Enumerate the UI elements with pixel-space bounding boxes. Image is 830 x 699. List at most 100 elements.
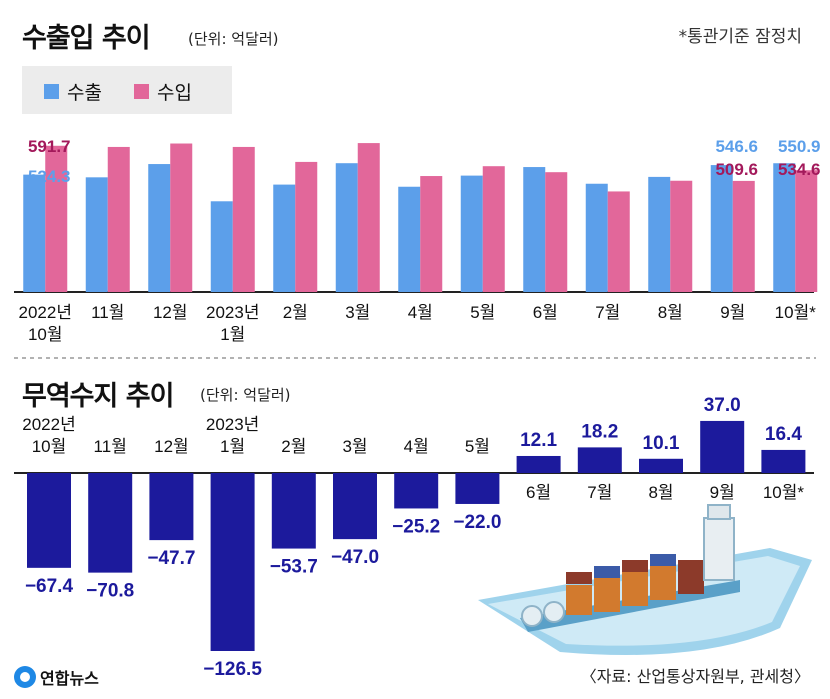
x-tick-label: 2월: [283, 303, 308, 322]
chart-title: 수출입 추이: [22, 23, 151, 54]
bar-import: [170, 143, 193, 292]
legend-swatch-export: [44, 84, 59, 99]
x-tick-label: 4월: [404, 437, 429, 456]
trade-balance-unit: (단위: 억달러): [200, 386, 291, 404]
bar-export: [398, 186, 421, 292]
x-tick-label: 10월: [28, 325, 63, 344]
legend: 수출 수입: [22, 66, 232, 114]
balance-data-label: 37.0: [704, 395, 741, 416]
yonhap-logo: 연합뉴스: [14, 665, 99, 689]
balance-bar: [210, 473, 255, 651]
legend-label-export: 수출: [67, 82, 102, 104]
legend-item-export: 수출: [44, 78, 102, 105]
x-tick-label: 9월: [710, 483, 735, 502]
source-label: 〈자료: 산업통상자원부, 관세청〉: [580, 667, 810, 686]
balance-bar: [577, 447, 622, 473]
x-tick-label: 7월: [587, 483, 612, 502]
balance-bar: [333, 473, 377, 540]
bar-export: [523, 167, 546, 292]
x-tick-label: 10월: [32, 437, 67, 456]
x-tick-label: 6월: [526, 483, 551, 502]
balance-bar: [88, 473, 133, 573]
legend-label-import: 수입: [157, 82, 192, 104]
bar-import: [607, 191, 630, 292]
bar-import: [732, 180, 755, 292]
data-label-export: 524.3: [28, 167, 71, 186]
bar-import: [420, 176, 443, 292]
x-tick-label: 3월: [345, 303, 370, 322]
bar-import: [232, 146, 255, 292]
x-tick-label: 10월*: [775, 303, 817, 322]
balance-bar: [455, 473, 500, 504]
bar-export: [335, 163, 358, 292]
x-tick-label: 12월: [153, 303, 188, 322]
bar-import: [45, 145, 68, 292]
bar-import: [107, 146, 130, 292]
bar-export: [710, 165, 733, 292]
balance-bar: [516, 455, 561, 473]
balance-bar: [394, 473, 439, 509]
container-ship-illustration: [478, 504, 812, 655]
x-tick-label: 3월: [342, 437, 367, 456]
bar-export: [148, 164, 171, 292]
balance-data-label: −67.4: [25, 576, 74, 597]
balance-bar: [149, 473, 194, 541]
balance-bar: [700, 420, 745, 473]
legend-swatch-import: [134, 84, 149, 99]
balance-data-label: 16.4: [765, 424, 802, 445]
balance-data-label: −22.0: [453, 512, 501, 533]
balance-bar: [27, 473, 71, 568]
balance-data-label: −70.8: [86, 581, 134, 602]
data-label-export: 546.6: [715, 137, 758, 156]
x-tick-label: 1월: [220, 325, 245, 344]
logo-text: 연합뉴스: [40, 669, 99, 688]
x-tick-label: 8월: [648, 483, 673, 502]
bar-export: [23, 174, 46, 292]
balance-data-label: 18.2: [581, 421, 618, 442]
x-tick-label: 2023년: [206, 415, 259, 434]
x-tick-label: 4월: [408, 303, 433, 322]
x-tick-label: 2023년: [206, 303, 259, 322]
x-tick-label: 11월: [91, 303, 124, 322]
trade-balance-title: 무역수지 추이: [22, 381, 174, 412]
bar-import: [795, 170, 818, 292]
balance-data-label: 10.1: [643, 433, 680, 454]
unit-label: (단위: 억달러): [188, 30, 279, 48]
bar-export: [648, 176, 671, 292]
bar-export: [273, 184, 296, 292]
legend-item-import: 수입: [134, 78, 192, 105]
x-tick-label: 9월: [720, 303, 745, 322]
bar-export: [460, 175, 483, 292]
x-tick-label: 5월: [470, 303, 495, 322]
balance-data-label: −25.2: [392, 516, 440, 537]
bar-export: [585, 183, 608, 292]
x-tick-label: 6월: [533, 303, 558, 322]
data-label-import: 509.6: [715, 160, 758, 179]
x-tick-label: 8월: [658, 303, 683, 322]
logo-icon: [14, 666, 36, 688]
x-tick-label: 11월: [94, 437, 127, 456]
bar-export: [85, 177, 108, 292]
x-tick-label: 2022년: [22, 415, 75, 434]
x-tick-label: 5월: [465, 437, 490, 456]
x-tick-label: 12월: [154, 437, 189, 456]
data-label-import: 591.7: [28, 137, 71, 156]
data-label-import: 534.6: [778, 160, 821, 179]
x-tick-label: 1월: [220, 437, 245, 456]
x-tick-label: 2022년: [19, 303, 72, 322]
bar-import: [482, 166, 505, 292]
balance-bar: [639, 458, 683, 473]
bar-import: [670, 180, 693, 292]
bar-import: [357, 143, 380, 292]
balance-data-label: −126.5: [203, 659, 262, 680]
balance-data-label: −53.7: [270, 557, 318, 578]
x-tick-label: 2월: [281, 437, 306, 456]
balance-bar: [271, 473, 316, 549]
balance-data-label: 12.1: [520, 430, 557, 451]
x-tick-label: 10월*: [763, 483, 805, 502]
data-label-export: 550.9: [778, 137, 821, 156]
balance-data-label: −47.7: [147, 548, 195, 569]
bar-import: [295, 161, 318, 292]
